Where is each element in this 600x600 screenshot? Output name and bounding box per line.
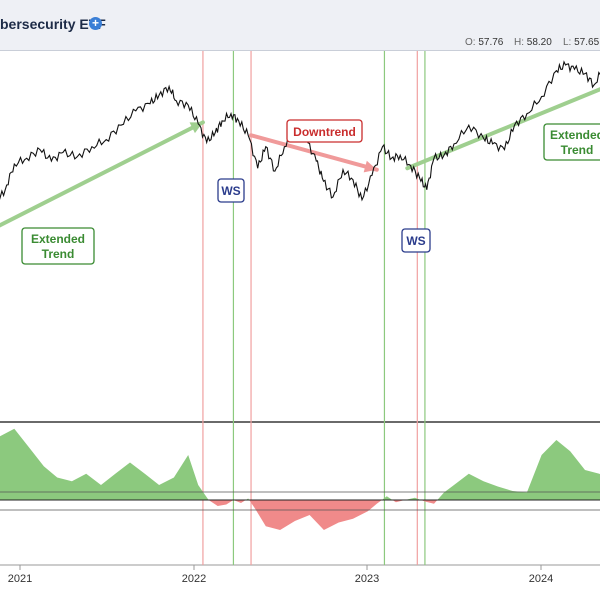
annotation-text: Extended <box>31 232 85 246</box>
annotation-text: WS <box>221 184 240 198</box>
annotation-box <box>286 119 363 143</box>
indicator-negative-area <box>0 500 600 530</box>
trend-arrow-2 <box>249 133 379 172</box>
annotation-box <box>21 227 95 265</box>
annotation-label-2: WS <box>217 178 245 203</box>
annotation-text-2: Trend <box>561 143 594 157</box>
open-readout: O: 57.76 <box>465 37 504 48</box>
chart-title: bersecurity ETF <box>0 16 106 32</box>
trend-arrow-1 <box>0 120 205 228</box>
annotation-text-2: Trend <box>42 247 75 261</box>
high-readout: H: 58.20 <box>514 37 552 48</box>
chart-header: bersecurity ETF + O: 57.76 H: 58.20 L: 5… <box>0 0 600 51</box>
annotation-label-3: Downtrend <box>286 119 363 143</box>
x-tick-label-2022: 2022 <box>182 573 206 585</box>
annotation-text: Extended <box>550 128 600 142</box>
annotation-label-4: WS <box>401 228 431 253</box>
annotation-box <box>543 123 600 161</box>
indicator-positive-area <box>0 428 600 500</box>
annotation-text: WS <box>406 234 425 248</box>
x-tick-label-2024: 2024 <box>529 573 553 585</box>
x-tick-label-2021: 2021 <box>8 573 32 585</box>
low-readout: L: 57.65 <box>563 37 600 48</box>
plus-icon[interactable]: + <box>89 17 102 30</box>
annotation-box <box>401 228 431 253</box>
annotation-text: Downtrend <box>293 125 356 139</box>
x-tick-label-2023: 2023 <box>355 573 379 585</box>
annotation-box <box>217 178 245 203</box>
